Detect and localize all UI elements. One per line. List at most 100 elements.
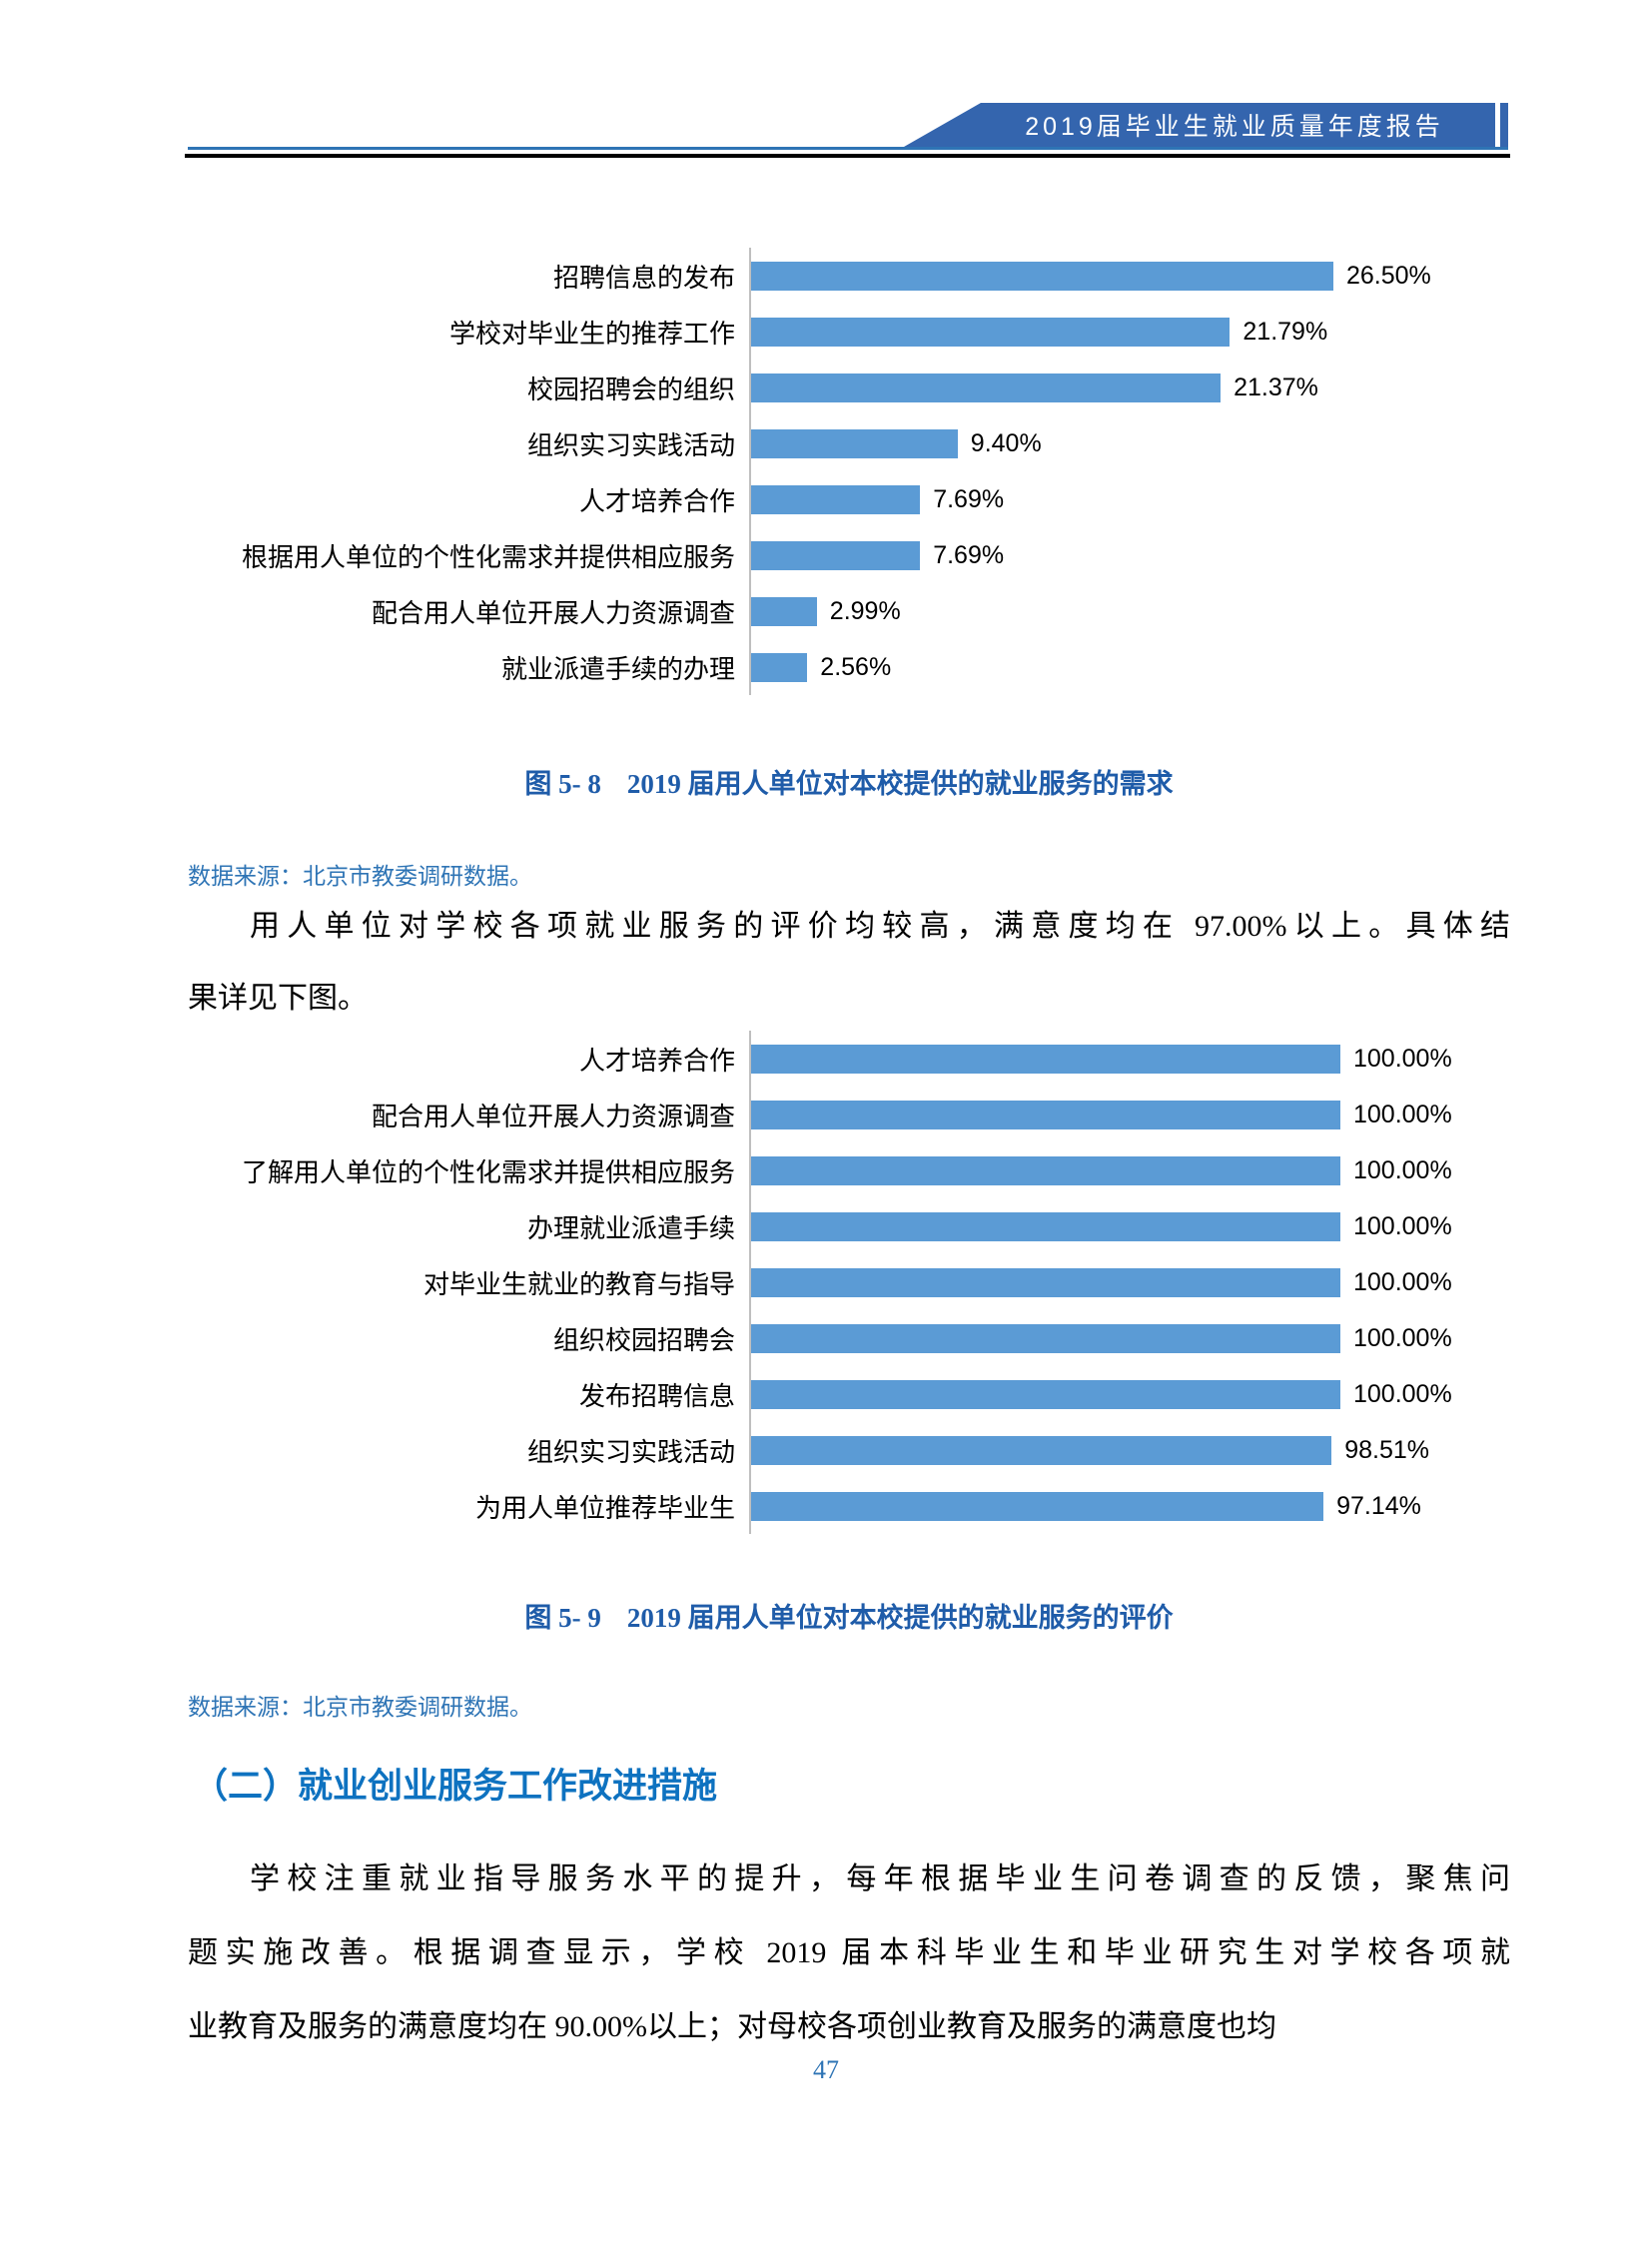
bar-value-label: 21.79% <box>1242 317 1328 346</box>
bar-category-label: 组织实习实践活动 <box>526 1437 735 1467</box>
bar-track: 21.37% <box>749 360 1518 415</box>
bar-value-label: 98.51% <box>1344 1435 1429 1464</box>
header-banner-tail <box>1500 103 1508 147</box>
bar-category-label: 人才培养合作 <box>578 1046 735 1076</box>
bar-track: 9.40% <box>749 415 1518 471</box>
figure-caption-5-8: 图 5- 8 2019 届用人单位对本校提供的就业服务的需求 <box>188 762 1510 801</box>
bar-category-label: 根据用人单位的个性化需求并提供相应服务 <box>241 542 735 572</box>
chart-row: 办理就业派遣手续 100.00% <box>190 1198 1518 1254</box>
bar-track: 100.00% <box>749 1254 1518 1310</box>
data-source-note-2: 数据来源：北京市教委调研数据。 <box>188 1695 532 1720</box>
bar-value-label: 100.00% <box>1353 1267 1452 1296</box>
chart-row: 对毕业生就业的教育与指导 100.00% <box>190 1254 1518 1310</box>
figure-caption-5-8-title: 2019 届用人单位对本校提供的就业服务的需求 <box>626 769 1174 799</box>
bar-track: 26.50% <box>749 248 1518 304</box>
bar-value-label: 2.99% <box>829 596 901 625</box>
bar-track: 100.00% <box>749 1087 1518 1142</box>
bar-chart-service-evaluation: 人才培养合作 100.00% 配合用人单位开展人力资源调查 100.00% 了解用人单位… <box>190 1031 1518 1534</box>
bar-value-label: 97.14% <box>1336 1491 1421 1520</box>
bar <box>751 1044 1340 1074</box>
data-source-note-1: 数据来源：北京市教委调研数据。 <box>188 864 532 889</box>
bar-category-label: 校园招聘会的组织 <box>526 374 735 404</box>
bar <box>751 652 808 682</box>
bar <box>751 1211 1340 1241</box>
bar-value-label: 9.40% <box>970 428 1042 457</box>
bar-value-label: 100.00% <box>1353 1044 1452 1073</box>
bar-category-label: 配合用人单位开展人力资源调查 <box>371 598 735 628</box>
bar-category-label: 学校对毕业生的推荐工作 <box>448 319 735 349</box>
bar <box>751 484 921 514</box>
bar-track: 7.69% <box>749 471 1518 527</box>
bar <box>751 1155 1340 1185</box>
chart-row: 发布招聘信息 100.00% <box>190 1366 1518 1422</box>
bar-category-label: 办理就业派遣手续 <box>526 1213 735 1243</box>
bar-track: 100.00% <box>749 1366 1518 1422</box>
bar-category-label: 为用人单位推荐毕业生 <box>474 1493 735 1523</box>
bar-category-label: 人才培养合作 <box>578 486 735 516</box>
header-banner: 2019届毕业生就业质量年度报告 <box>904 103 1495 147</box>
bar-chart-service-demand: 招聘信息的发布 26.50% 学校对毕业生的推荐工作 21.79% 校园招聘会的组织 21… <box>190 248 1518 695</box>
chart-row: 根据用人单位的个性化需求并提供相应服务 7.69% <box>190 527 1518 583</box>
bar <box>751 1323 1340 1353</box>
chart-row: 组织实习实践活动 98.51% <box>190 1422 1518 1478</box>
bar-track: 98.51% <box>749 1422 1518 1478</box>
chart-row: 招聘信息的发布 26.50% <box>190 248 1518 304</box>
bar-category-label: 对毕业生就业的教育与指导 <box>422 1269 735 1299</box>
bar-value-label: 26.50% <box>1346 261 1431 290</box>
bar <box>751 317 1231 347</box>
body-paragraph-1: 用人单位对学校各项就业服务的评价均较高，满意度均在 97.00%以上。具体结 果… <box>188 891 1510 1035</box>
bar <box>751 540 921 570</box>
bar-category-label: 配合用人单位开展人力资源调查 <box>371 1102 735 1131</box>
bar-track: 7.69% <box>749 527 1518 583</box>
bar-track: 2.56% <box>749 639 1518 695</box>
chart-row: 组织校园招聘会 100.00% <box>190 1310 1518 1366</box>
section-heading: （二）就业创业服务工作改进措施 <box>193 1767 718 1806</box>
bar-track: 100.00% <box>749 1031 1518 1087</box>
bar <box>751 428 958 458</box>
chart-row: 人才培养合作 100.00% <box>190 1031 1518 1087</box>
body-paragraph-2-line-3: 业教育及服务的满意度均在 90.00%以上；对母校各项创业教育及服务的满意度也均 <box>188 2010 1276 2043</box>
bar-track: 100.00% <box>749 1142 1518 1198</box>
bar-value-label: 100.00% <box>1353 1211 1452 1240</box>
bar <box>751 1491 1324 1521</box>
figure-caption-5-9: 图 5- 9 2019 届用人单位对本校提供的就业服务的评价 <box>188 1596 1510 1635</box>
bar <box>751 373 1222 402</box>
bar-track: 100.00% <box>749 1310 1518 1366</box>
bar <box>751 261 1333 291</box>
chart-row: 人才培养合作 7.69% <box>190 471 1518 527</box>
body-paragraph-2-line-2: 题实施改善。根据调查显示，学校 2019 届本科毕业生和毕业研究生对学校各项就 <box>188 1936 1510 1969</box>
bar-track: 100.00% <box>749 1198 1518 1254</box>
bar-category-label: 招聘信息的发布 <box>552 263 735 293</box>
bar-value-label: 100.00% <box>1353 1379 1452 1408</box>
chart-row: 了解用人单位的个性化需求并提供相应服务 100.00% <box>190 1142 1518 1198</box>
body-paragraph-1-line-1: 用人单位对学校各项就业服务的评价均较高，满意度均在 97.00%以上。具体结 <box>250 910 1510 943</box>
bar <box>751 1267 1340 1297</box>
bar-value-label: 100.00% <box>1353 1155 1452 1184</box>
bar-track: 21.79% <box>749 304 1518 360</box>
header-banner-title: 2019届毕业生就业质量年度报告 <box>1025 113 1444 141</box>
bar-value-label: 7.69% <box>933 484 1005 513</box>
chart-row: 配合用人单位开展人力资源调查 2.99% <box>190 583 1518 639</box>
body-paragraph-1-line-2: 果详见下图。 <box>188 982 368 1015</box>
bar-track: 2.99% <box>749 583 1518 639</box>
bar-value-label: 7.69% <box>933 540 1005 569</box>
bar-value-label: 21.37% <box>1234 373 1318 401</box>
chart-row: 配合用人单位开展人力资源调查 100.00% <box>190 1087 1518 1142</box>
bar <box>751 1435 1332 1465</box>
chart-row: 校园招聘会的组织 21.37% <box>190 360 1518 415</box>
bar <box>751 596 817 626</box>
header-rule-black <box>185 154 1510 158</box>
figure-caption-5-9-number: 图 5- 9 <box>524 1603 601 1633</box>
chart-row: 为用人单位推荐毕业生 97.14% <box>190 1478 1518 1534</box>
header-rule-blue <box>188 147 1508 150</box>
bar-category-label: 组织实习实践活动 <box>526 430 735 460</box>
bar-category-label: 了解用人单位的个性化需求并提供相应服务 <box>241 1157 735 1187</box>
page-number: 47 <box>813 2055 839 2084</box>
bar-category-label: 组织校园招聘会 <box>552 1325 735 1355</box>
bar-value-label: 100.00% <box>1353 1323 1452 1352</box>
chart-row: 就业派遣手续的办理 2.56% <box>190 639 1518 695</box>
bar <box>751 1379 1340 1409</box>
bar-category-label: 就业派遣手续的办理 <box>500 654 735 684</box>
chart-row: 组织实习实践活动 9.40% <box>190 415 1518 471</box>
